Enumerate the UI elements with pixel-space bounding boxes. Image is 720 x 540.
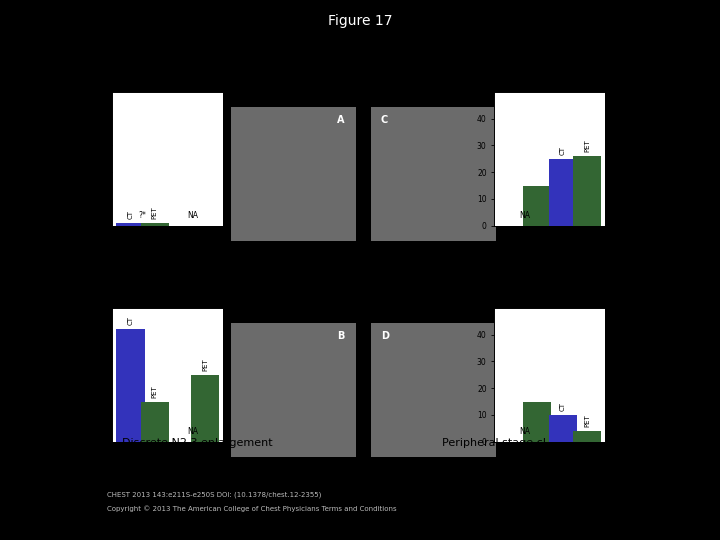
Text: ?*: ?*: [139, 211, 147, 220]
Bar: [549, 415, 577, 442]
Text: PET: PET: [584, 139, 590, 152]
Bar: [191, 375, 220, 442]
Bar: [107, 254, 365, 470]
Text: Extensive Infiltration: Extensive Infiltration: [139, 51, 255, 61]
Bar: [573, 431, 601, 442]
Bar: [117, 329, 145, 442]
Text: Peripheral stage cI: Peripheral stage cI: [442, 438, 546, 448]
Text: NA: NA: [188, 211, 199, 220]
Text: PET: PET: [152, 206, 158, 219]
Bar: [549, 159, 577, 226]
Text: CT negative but central, N1: CT negative but central, N1: [418, 51, 571, 61]
Text: Confirmation of Intrathoracic Stage: Confirmation of Intrathoracic Stage: [214, 49, 516, 65]
Bar: [523, 186, 551, 226]
Text: CT: CT: [127, 316, 133, 325]
Text: PET: PET: [202, 358, 208, 371]
Bar: [365, 38, 624, 254]
Text: Copyright © 2013 The American College of Chest Physicians Terms and Conditions: Copyright © 2013 The American College of…: [107, 505, 396, 511]
Text: C: C: [381, 115, 388, 125]
Text: B: B: [338, 331, 345, 341]
Bar: [573, 156, 601, 226]
Text: CT: CT: [127, 210, 133, 219]
Text: NA: NA: [519, 211, 530, 220]
Text: A: A: [337, 115, 345, 125]
Text: Discrete N2,3 enlargement: Discrete N2,3 enlargement: [122, 438, 272, 448]
Text: Figure 17: Figure 17: [328, 14, 392, 28]
Bar: [523, 402, 551, 442]
Bar: [107, 38, 365, 254]
Text: D: D: [381, 331, 389, 341]
Text: CT: CT: [560, 402, 566, 411]
Bar: [140, 223, 169, 226]
Text: NA: NA: [519, 427, 530, 436]
Text: PET: PET: [152, 385, 158, 397]
Text: CT: CT: [560, 146, 566, 155]
Text: CHEST 2013 143:e211S-e250S DOI: (10.1378/chest.12-2355): CHEST 2013 143:e211S-e250S DOI: (10.1378…: [107, 491, 321, 498]
Text: PET: PET: [584, 414, 590, 427]
Text: NA: NA: [188, 427, 199, 436]
Bar: [117, 223, 145, 226]
Bar: [365, 254, 624, 470]
Bar: [140, 402, 169, 442]
